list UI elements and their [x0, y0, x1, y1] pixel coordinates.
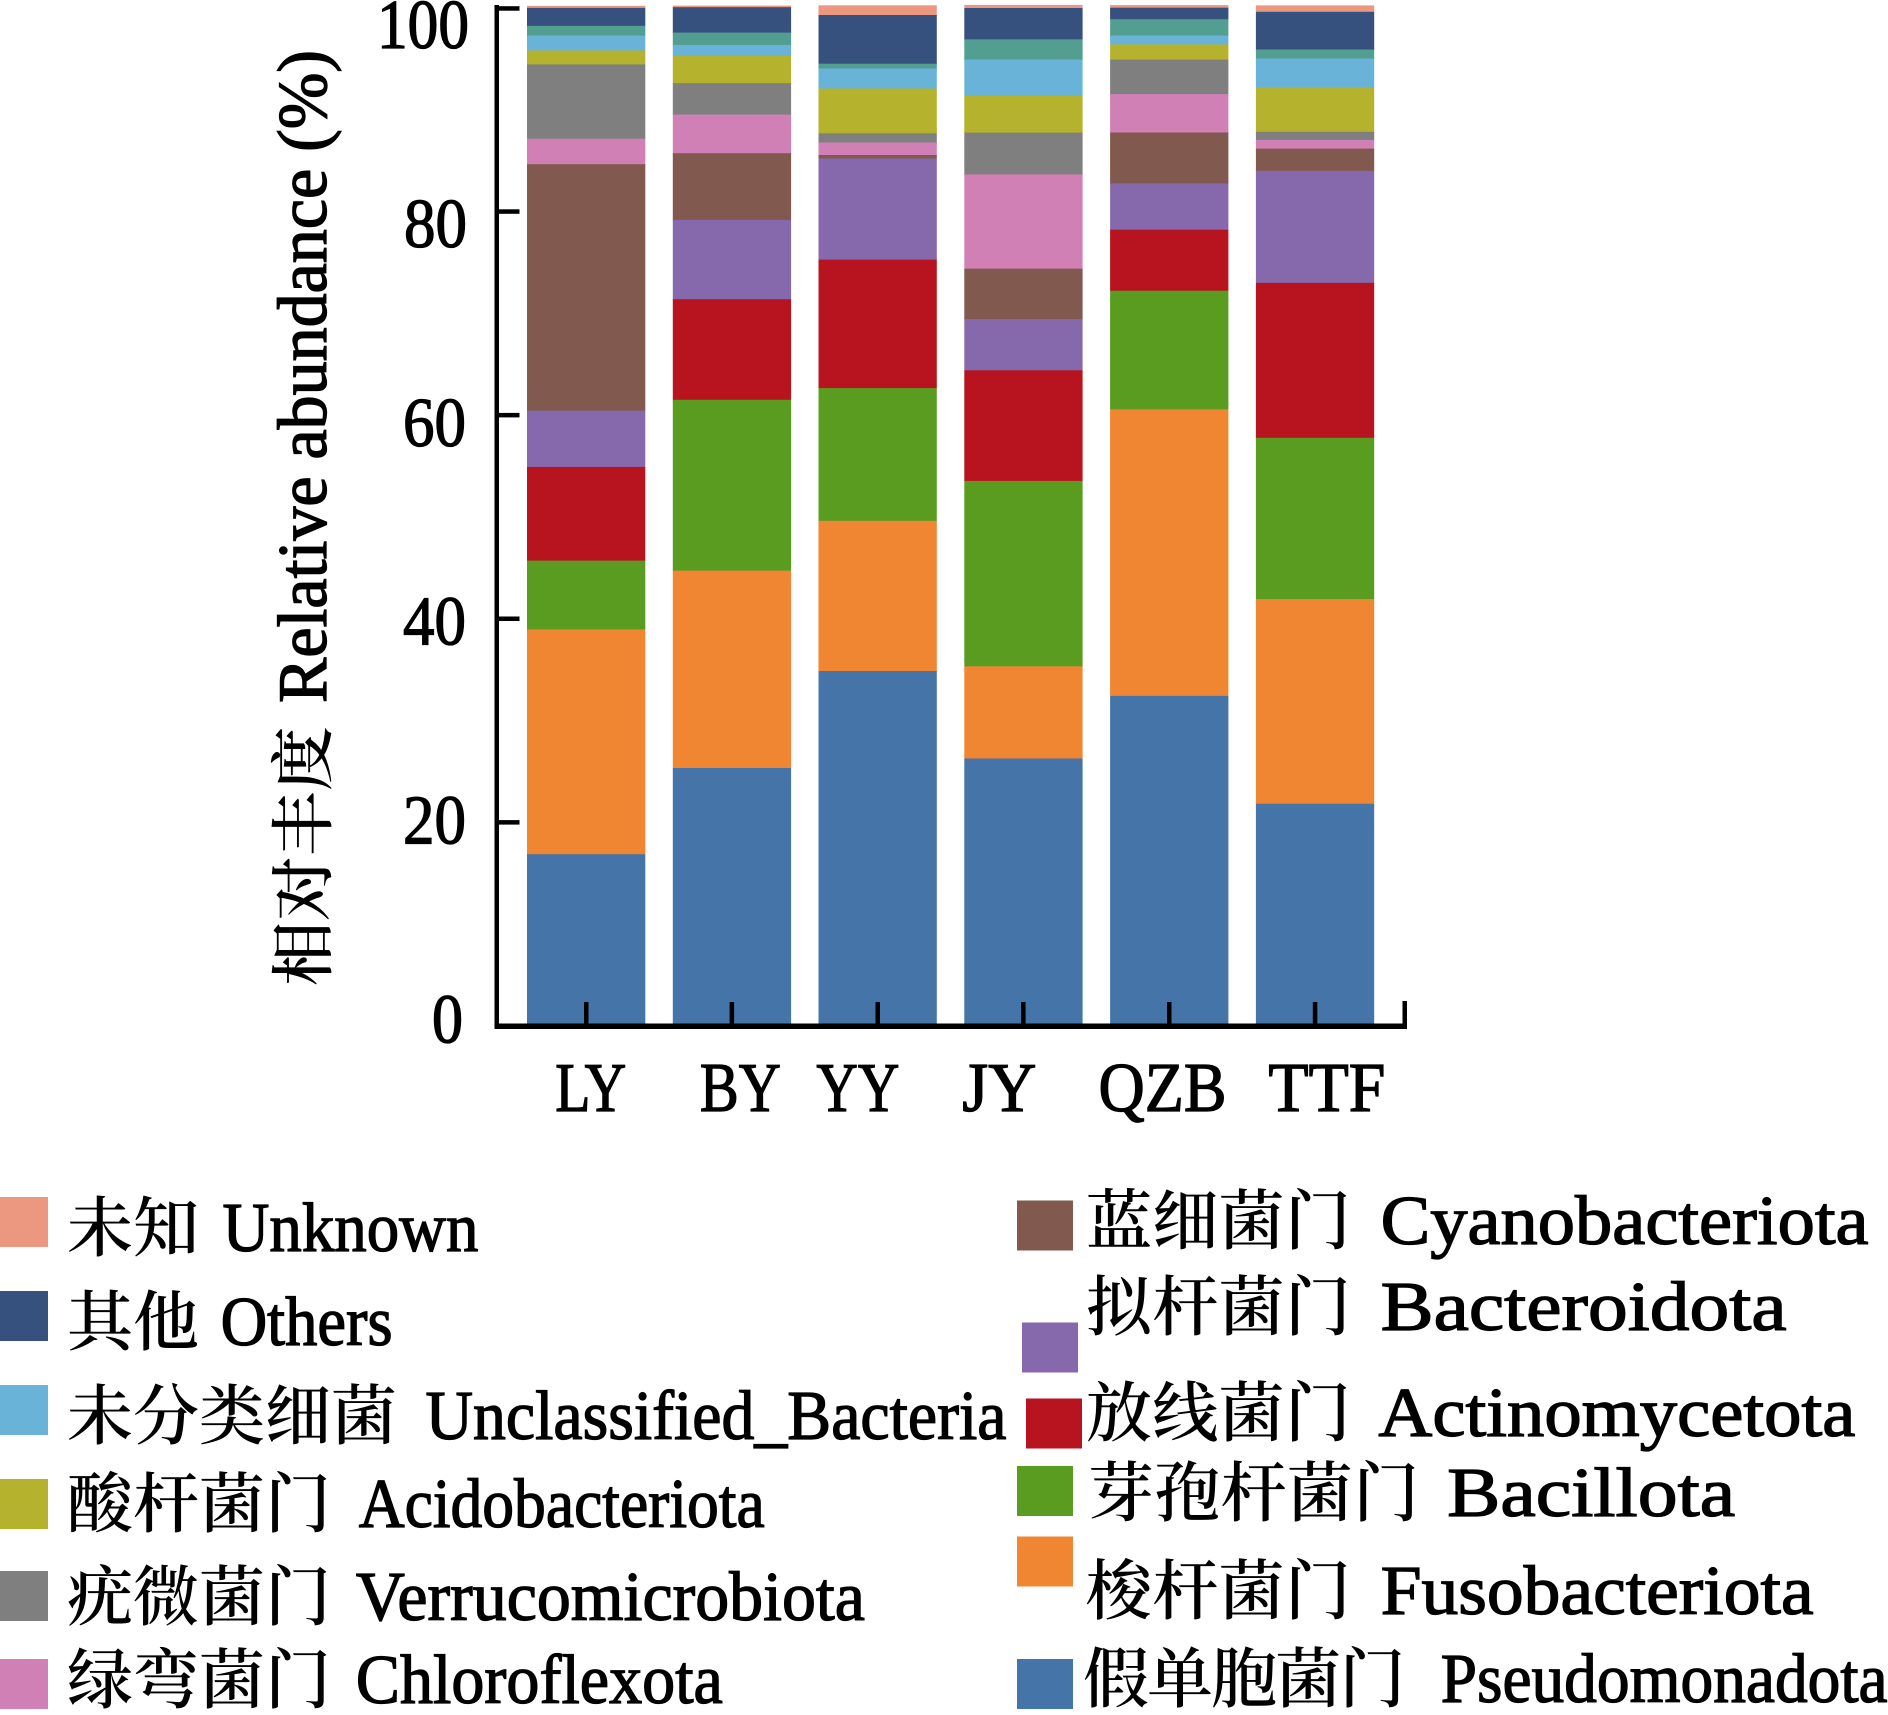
svg-text:100: 100 [377, 0, 469, 64]
svg-text:20: 20 [403, 783, 466, 860]
svg-text:Others: Others [221, 1284, 393, 1361]
svg-text:Fusobacteriota: Fusobacteriota [1381, 1553, 1814, 1630]
svg-text:Bacillota: Bacillota [1447, 1455, 1735, 1532]
svg-text:Bacteroidota: Bacteroidota [1381, 1269, 1787, 1346]
svg-text:Actinomycetota: Actinomycetota [1378, 1375, 1855, 1452]
svg-text:YY: YY [816, 1050, 899, 1127]
svg-text:LY: LY [555, 1050, 626, 1127]
svg-text:Relative abundance (%): Relative abundance (%) [265, 50, 342, 703]
svg-text:BY: BY [700, 1050, 781, 1127]
svg-text:JY: JY [962, 1050, 1036, 1127]
svg-text:Cyanobacteriota: Cyanobacteriota [1381, 1183, 1869, 1260]
svg-text:Pseudomonadota: Pseudomonadota [1441, 1641, 1888, 1710]
svg-text:TTF: TTF [1268, 1050, 1385, 1127]
svg-text:Unknown: Unknown [223, 1190, 479, 1267]
svg-text:0: 0 [432, 982, 463, 1059]
svg-text:40: 40 [403, 584, 466, 661]
svg-text:Chloroflexota: Chloroflexota [356, 1642, 723, 1710]
svg-text:Acidobacteriota: Acidobacteriota [359, 1466, 765, 1543]
svg-text:QZB: QZB [1099, 1050, 1227, 1127]
svg-text:60: 60 [403, 385, 466, 462]
svg-text:80: 80 [404, 186, 467, 263]
svg-text:Verrucomicrobiota: Verrucomicrobiota [356, 1559, 865, 1636]
svg-text:Unclassified_Bacteria: Unclassified_Bacteria [426, 1378, 1007, 1455]
